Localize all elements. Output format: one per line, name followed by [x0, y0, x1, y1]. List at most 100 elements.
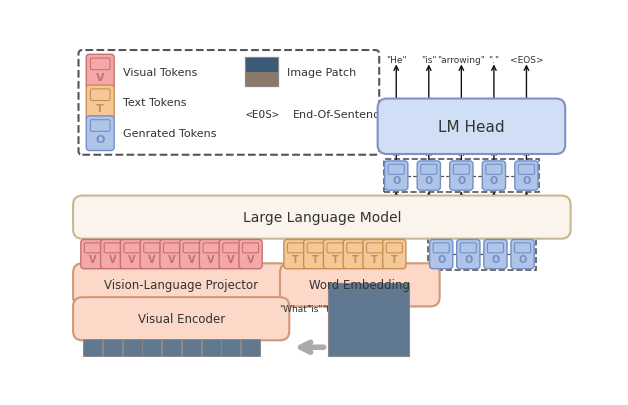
Text: V: V — [128, 254, 136, 264]
FancyBboxPatch shape — [245, 58, 278, 87]
FancyBboxPatch shape — [143, 339, 161, 356]
FancyBboxPatch shape — [121, 240, 144, 269]
Text: V: V — [109, 254, 116, 264]
FancyBboxPatch shape — [100, 240, 124, 269]
FancyBboxPatch shape — [377, 99, 565, 155]
FancyBboxPatch shape — [160, 240, 183, 269]
Text: T: T — [371, 254, 378, 264]
FancyBboxPatch shape — [239, 240, 262, 269]
FancyBboxPatch shape — [280, 264, 440, 307]
FancyBboxPatch shape — [323, 240, 347, 269]
Text: O: O — [392, 176, 401, 186]
FancyBboxPatch shape — [363, 240, 386, 269]
FancyBboxPatch shape — [453, 165, 469, 175]
FancyBboxPatch shape — [303, 240, 327, 269]
FancyBboxPatch shape — [140, 240, 163, 269]
FancyBboxPatch shape — [511, 240, 534, 269]
Text: O: O — [491, 254, 500, 264]
FancyBboxPatch shape — [486, 165, 502, 175]
FancyBboxPatch shape — [384, 162, 408, 191]
FancyBboxPatch shape — [200, 240, 223, 269]
FancyBboxPatch shape — [162, 339, 181, 356]
FancyBboxPatch shape — [484, 240, 507, 269]
FancyBboxPatch shape — [84, 243, 100, 253]
FancyBboxPatch shape — [433, 243, 449, 253]
FancyBboxPatch shape — [382, 240, 406, 269]
Text: V: V — [96, 73, 104, 83]
Text: Visual Tokens: Visual Tokens — [122, 67, 197, 77]
Text: Genrated Tokens: Genrated Tokens — [122, 129, 216, 139]
Text: "doing": "doing" — [358, 305, 391, 313]
FancyBboxPatch shape — [223, 243, 239, 253]
Text: End-Of-Sentence: End-Of-Sentence — [293, 110, 387, 119]
FancyBboxPatch shape — [487, 243, 504, 253]
Text: O: O — [95, 134, 105, 145]
FancyBboxPatch shape — [367, 243, 382, 253]
Text: "is": "is" — [421, 55, 436, 64]
FancyBboxPatch shape — [219, 240, 242, 269]
FancyBboxPatch shape — [460, 243, 477, 253]
FancyBboxPatch shape — [245, 72, 278, 87]
Text: O: O — [522, 176, 531, 186]
Text: Word Embedding: Word Embedding — [310, 279, 410, 292]
Text: T: T — [96, 104, 104, 114]
Text: <EOS>: <EOS> — [510, 55, 543, 64]
FancyBboxPatch shape — [122, 339, 142, 356]
Text: V: V — [227, 254, 234, 264]
FancyBboxPatch shape — [242, 243, 259, 253]
FancyBboxPatch shape — [203, 243, 219, 253]
FancyBboxPatch shape — [73, 297, 290, 341]
Text: O: O — [457, 176, 465, 186]
Text: V: V — [188, 254, 195, 264]
FancyBboxPatch shape — [73, 264, 290, 307]
FancyBboxPatch shape — [183, 243, 199, 253]
Text: Vision-Language Projector: Vision-Language Projector — [104, 279, 258, 292]
Text: T: T — [312, 254, 318, 264]
FancyBboxPatch shape — [90, 59, 110, 70]
Text: O: O — [519, 254, 527, 264]
FancyBboxPatch shape — [81, 240, 104, 269]
FancyBboxPatch shape — [202, 339, 220, 356]
FancyBboxPatch shape — [457, 240, 480, 269]
FancyBboxPatch shape — [222, 339, 241, 356]
Text: V: V — [247, 254, 254, 264]
FancyBboxPatch shape — [515, 162, 538, 191]
Text: O: O — [490, 176, 498, 186]
FancyBboxPatch shape — [421, 165, 437, 175]
FancyBboxPatch shape — [86, 55, 114, 90]
Text: "What": "What" — [279, 305, 311, 313]
FancyBboxPatch shape — [430, 240, 453, 269]
FancyBboxPatch shape — [90, 120, 110, 132]
Text: O: O — [437, 254, 445, 264]
FancyBboxPatch shape — [86, 117, 114, 151]
FancyBboxPatch shape — [327, 243, 343, 253]
FancyBboxPatch shape — [328, 284, 409, 357]
FancyBboxPatch shape — [83, 339, 102, 356]
Text: V: V — [207, 254, 215, 264]
Text: "?": "?" — [388, 305, 401, 313]
Text: "He": "He" — [386, 55, 406, 64]
FancyBboxPatch shape — [307, 243, 323, 253]
FancyBboxPatch shape — [124, 243, 140, 253]
Text: O: O — [425, 176, 433, 186]
FancyBboxPatch shape — [73, 196, 571, 239]
Text: <EOS>: <EOS> — [245, 110, 279, 119]
FancyBboxPatch shape — [519, 165, 534, 175]
FancyBboxPatch shape — [450, 162, 473, 191]
FancyBboxPatch shape — [180, 240, 203, 269]
FancyBboxPatch shape — [144, 243, 160, 253]
Text: LM Head: LM Head — [438, 119, 505, 134]
Text: "this": "this" — [323, 305, 347, 313]
Text: "man": "man" — [340, 305, 369, 313]
Text: ".": "." — [489, 55, 499, 64]
FancyBboxPatch shape — [90, 90, 110, 101]
Text: "is": "is" — [308, 305, 323, 313]
FancyBboxPatch shape — [482, 162, 506, 191]
Text: Large Language Model: Large Language Model — [242, 211, 401, 224]
Text: "arrowing": "arrowing" — [438, 55, 485, 64]
Text: T: T — [332, 254, 338, 264]
FancyBboxPatch shape — [86, 86, 114, 120]
FancyBboxPatch shape — [103, 339, 122, 356]
Text: T: T — [292, 254, 299, 264]
FancyBboxPatch shape — [417, 162, 440, 191]
